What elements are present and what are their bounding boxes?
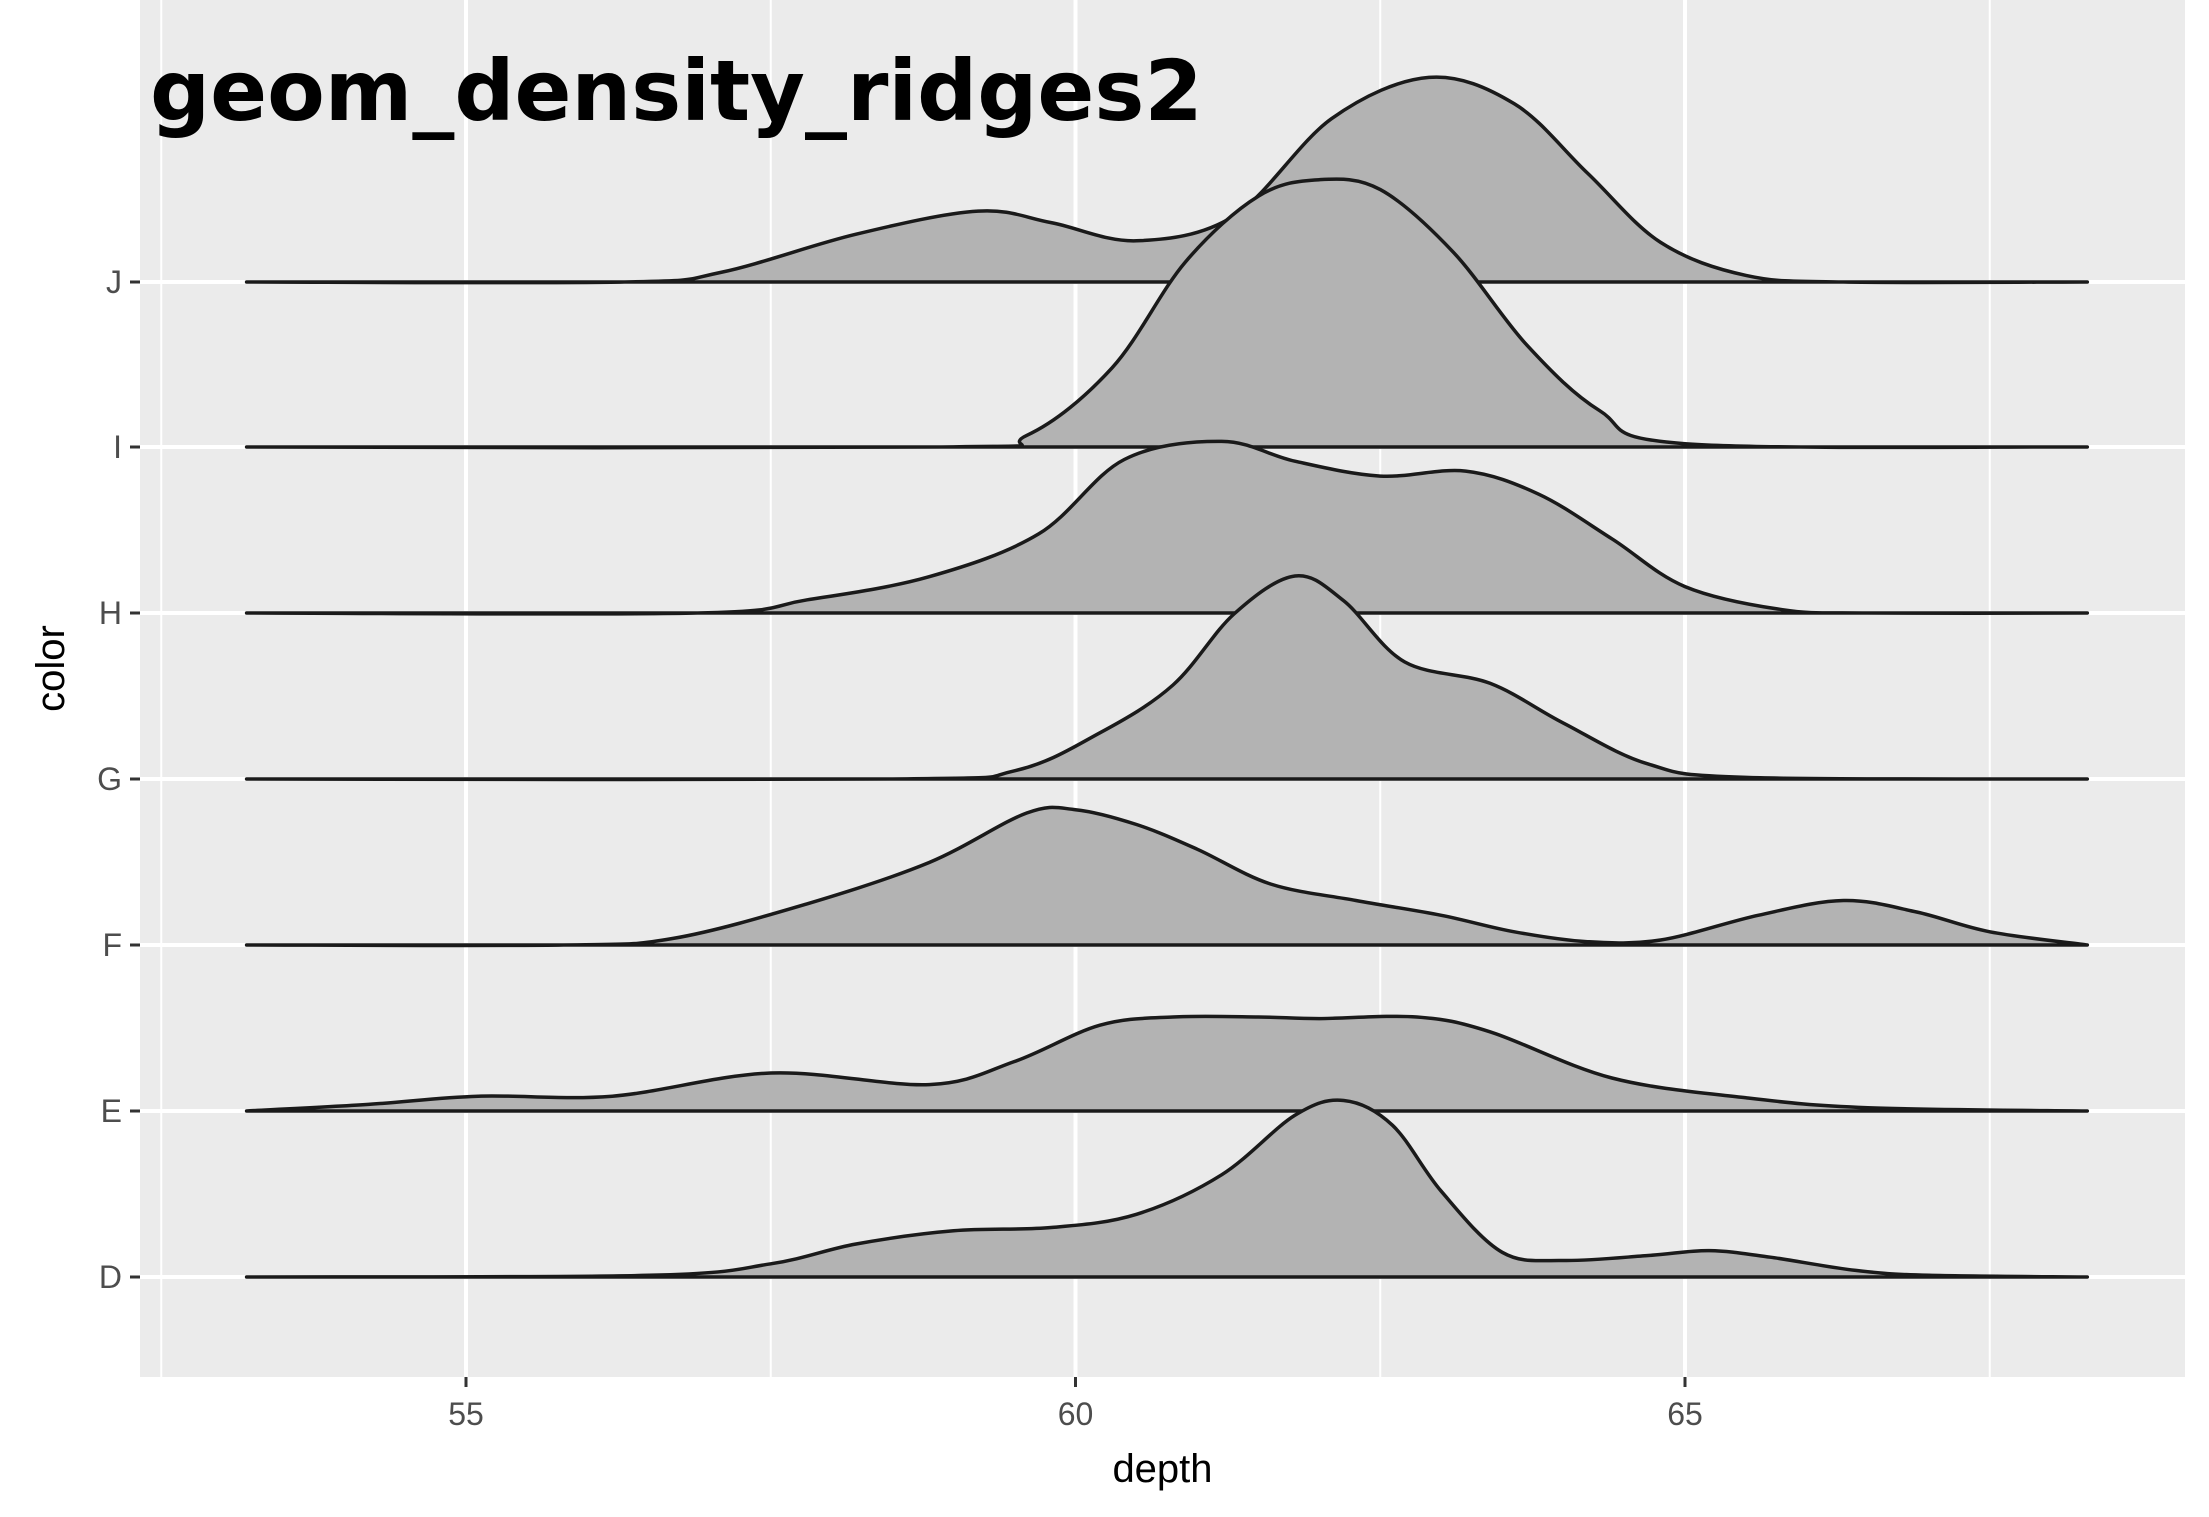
x-tick-label: 55: [448, 1396, 484, 1432]
x-tick-label: 65: [1667, 1396, 1703, 1432]
x-axis-label: depth: [1112, 1447, 1212, 1491]
y-tick-label: G: [97, 761, 122, 797]
y-axis-label: color: [29, 625, 73, 712]
ridge-g: [244, 574, 2090, 782]
ridge-i: [244, 177, 2090, 450]
chart-title: geom_density_ridges2: [150, 42, 1203, 140]
y-axis: D E F G H I J: [97, 264, 140, 1295]
plot-panel: [140, 0, 2185, 1377]
x-axis: 55 60 65: [448, 1377, 1703, 1432]
ridge-e: [244, 1014, 2090, 1113]
ridge-f: [244, 805, 2090, 948]
ridge-d: [244, 1098, 2090, 1279]
y-tick-label: H: [99, 595, 122, 631]
y-tick-label: D: [99, 1259, 122, 1295]
y-tick-label: E: [101, 1093, 122, 1129]
ridge-h: [244, 439, 2090, 616]
y-tick-label: J: [106, 264, 122, 300]
y-tick-label: I: [113, 429, 122, 465]
y-tick-label: F: [102, 927, 122, 963]
x-tick-label: 60: [1058, 1396, 1094, 1432]
density-ridges: [244, 75, 2090, 1279]
